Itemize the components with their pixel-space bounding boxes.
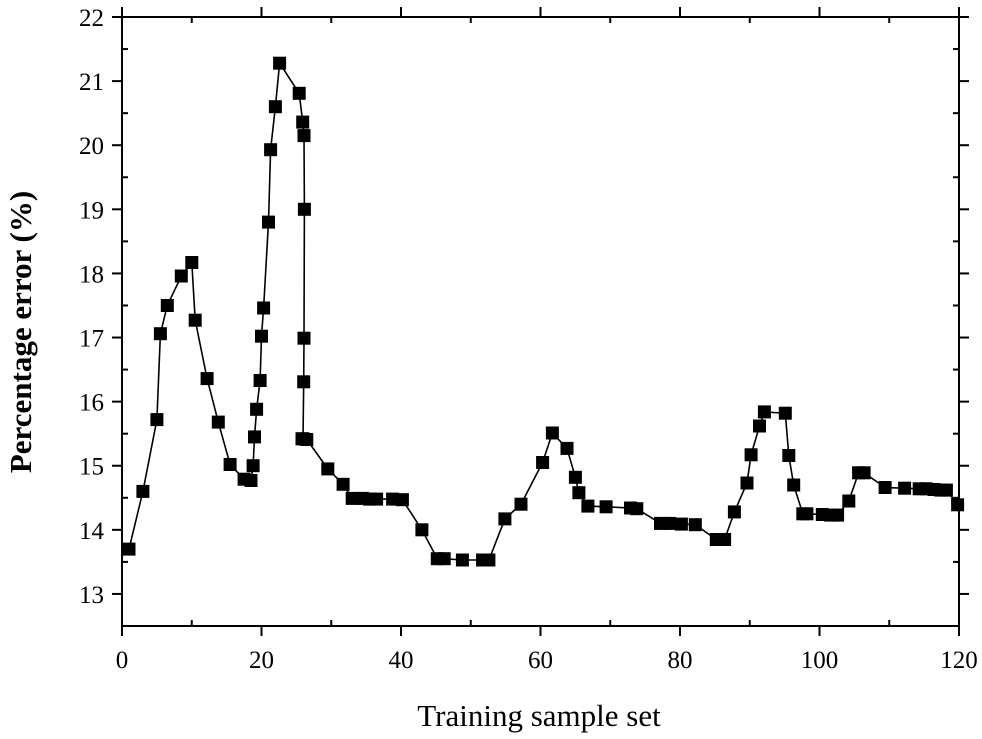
data-point-marker bbox=[200, 372, 214, 386]
data-point-marker bbox=[688, 518, 702, 532]
data-point-marker bbox=[273, 56, 287, 70]
data-point-marker bbox=[122, 542, 136, 556]
data-point-marker bbox=[136, 484, 150, 498]
data-point-marker bbox=[248, 430, 261, 444]
data-point-marker bbox=[842, 494, 856, 508]
data-point-marker bbox=[951, 498, 965, 512]
labels-layer: Training sample set Percentage error (%) bbox=[3, 191, 661, 733]
data-point-marker bbox=[744, 448, 758, 462]
x-axis-title: Training sample set bbox=[417, 698, 661, 733]
data-point-marker bbox=[292, 86, 306, 100]
data-point-marker bbox=[437, 552, 451, 566]
data-point-marker bbox=[674, 517, 688, 531]
data-point-marker bbox=[264, 143, 278, 157]
data-point-marker bbox=[778, 406, 792, 420]
y-tick-label: 19 bbox=[79, 197, 104, 224]
data-point-marker bbox=[153, 327, 167, 341]
data-point-marker bbox=[160, 299, 174, 312]
data-point-marker bbox=[188, 313, 202, 327]
data-point-marker bbox=[395, 493, 409, 507]
y-tick-label: 17 bbox=[79, 326, 104, 353]
data-point-marker bbox=[800, 507, 814, 521]
data-point-marker bbox=[498, 512, 512, 526]
data-point-marker bbox=[250, 402, 264, 416]
data-point-marker bbox=[297, 202, 311, 216]
y-tick-label: 22 bbox=[79, 5, 104, 32]
data-point-marker bbox=[782, 449, 796, 462]
x-tick-label: 20 bbox=[249, 647, 274, 674]
data-point-marker bbox=[297, 129, 311, 143]
data-point-marker bbox=[831, 508, 845, 522]
data-point-marker bbox=[599, 500, 613, 514]
y-tick-label: 15 bbox=[79, 454, 104, 481]
axes-layer: 0 20 40 60 80 100 120 13 14 15 16 17 18 19 20 21 22 bbox=[79, 5, 978, 674]
data-point-marker bbox=[727, 505, 741, 519]
data-point-marker bbox=[386, 492, 400, 506]
data-point-marker bbox=[223, 458, 237, 471]
y-tick-label: 21 bbox=[79, 69, 104, 96]
data-point-marker bbox=[740, 476, 754, 490]
data-point-marker bbox=[253, 374, 267, 387]
data-point-marker bbox=[150, 413, 164, 427]
data-point-marker bbox=[321, 462, 335, 476]
data-point-marker bbox=[536, 456, 550, 469]
data-point-marker bbox=[255, 329, 268, 343]
data-point-marker bbox=[297, 331, 311, 345]
data-point-marker bbox=[718, 533, 732, 546]
data-point-marker bbox=[185, 256, 199, 269]
y-tick-label: 16 bbox=[79, 390, 104, 417]
data-point-marker bbox=[296, 115, 310, 129]
data-point-marker bbox=[630, 502, 644, 516]
data-point-marker bbox=[262, 215, 275, 229]
data-point-marker bbox=[415, 523, 429, 537]
data-point-marker bbox=[572, 486, 586, 500]
x-tick-label: 100 bbox=[801, 647, 839, 674]
data-point-marker bbox=[257, 301, 271, 315]
data-point-marker bbox=[336, 477, 350, 491]
y-tick-label: 20 bbox=[79, 133, 104, 160]
data-point-marker bbox=[857, 466, 871, 480]
data-point-marker bbox=[370, 492, 384, 506]
data-point-marker bbox=[568, 470, 582, 484]
data-point-marker bbox=[244, 474, 258, 487]
y-tick-label: 14 bbox=[79, 518, 105, 545]
data-point-marker bbox=[297, 375, 311, 389]
data-point-marker bbox=[482, 553, 496, 567]
data-point-marker bbox=[345, 491, 359, 505]
data-point-marker bbox=[300, 433, 314, 446]
plot-frame bbox=[121, 16, 960, 627]
x-tick-label: 60 bbox=[528, 647, 553, 674]
y-tick-label: 18 bbox=[79, 261, 104, 288]
data-point-marker bbox=[753, 419, 766, 433]
data-point-marker bbox=[545, 426, 559, 440]
data-point-marker bbox=[455, 553, 469, 567]
y-tick-label: 13 bbox=[79, 582, 104, 609]
data-point-marker bbox=[878, 481, 892, 494]
data-point-marker bbox=[268, 100, 282, 114]
x-tick-label: 40 bbox=[389, 647, 414, 674]
data-point-marker bbox=[560, 441, 574, 455]
data-point-marker bbox=[898, 481, 912, 495]
y-axis-title: Percentage error (%) bbox=[3, 191, 38, 473]
x-tick-label: 120 bbox=[940, 647, 978, 674]
series-layer bbox=[122, 56, 965, 567]
data-point-marker bbox=[757, 405, 771, 419]
data-point-marker bbox=[174, 269, 188, 283]
data-point-marker bbox=[663, 516, 676, 530]
x-tick-label: 0 bbox=[116, 647, 129, 674]
data-point-marker bbox=[514, 497, 528, 511]
data-point-marker bbox=[787, 478, 801, 492]
data-point-marker bbox=[939, 483, 953, 497]
data-point-marker bbox=[211, 415, 225, 429]
data-point-marker bbox=[246, 459, 260, 473]
x-tick-label: 80 bbox=[668, 647, 693, 674]
data-point-marker bbox=[581, 499, 595, 513]
